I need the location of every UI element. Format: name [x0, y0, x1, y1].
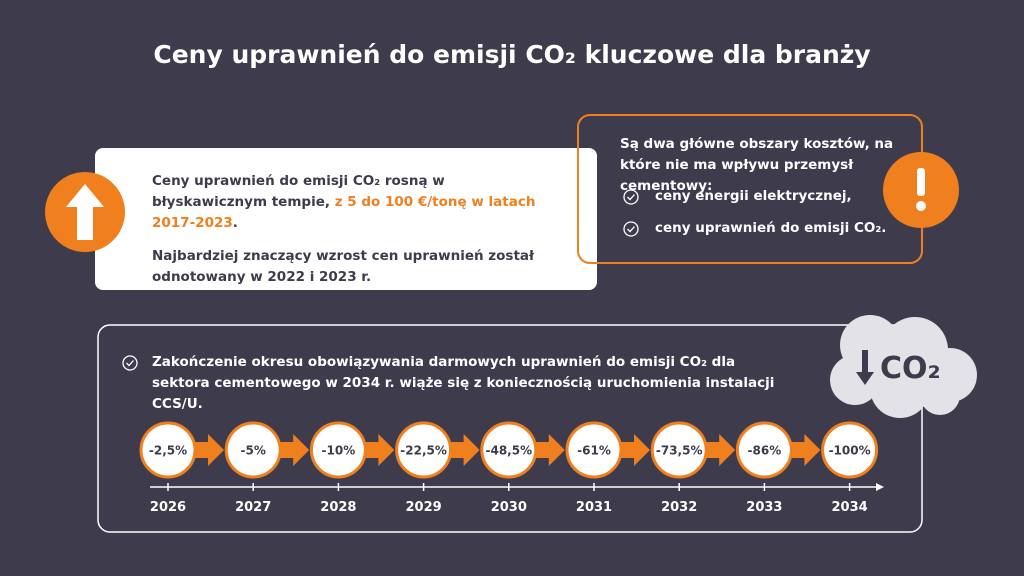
- year-label: 2031: [576, 500, 612, 515]
- text: Ceny uprawnień do emisji CO₂ rosną w bły…: [152, 173, 445, 210]
- check-mark: [627, 194, 635, 201]
- alert-icon-dot: [916, 201, 926, 211]
- step-arrow: [699, 434, 736, 466]
- year-label: 2026: [150, 500, 186, 515]
- step-label: -48,5%: [485, 444, 532, 458]
- cloud-label: CO₂: [880, 351, 941, 386]
- list-item: ceny uprawnień do emisji CO₂.: [655, 220, 887, 236]
- check-icon: [122, 355, 138, 371]
- year-label: 2032: [661, 500, 697, 515]
- step-circle: [650, 421, 708, 479]
- step-label: -22,5%: [400, 444, 447, 458]
- step-circle: [735, 421, 793, 479]
- timeline: -2,5% 2026 -5% 2027 -10% 2028 -22,5% 2029 -48,5%…: [139, 421, 879, 515]
- step-arrow: [614, 434, 650, 466]
- year-label: 2030: [491, 500, 527, 515]
- paragraph: Najbardziej znaczący wzrost cen uprawnie…: [152, 248, 535, 285]
- step-circle: [224, 421, 282, 479]
- step-label: -86%: [748, 444, 782, 458]
- year-label: 2029: [406, 500, 442, 515]
- title: Ceny uprawnień do emisji CO₂ kluczowe dl…: [153, 40, 871, 69]
- step-arrow: [358, 434, 395, 466]
- left-text: Ceny uprawnień do emisji CO₂ rosną w bły…: [152, 171, 562, 288]
- step-label: -2,5%: [149, 444, 187, 458]
- cloud: [830, 315, 977, 418]
- check-mark: [627, 226, 635, 233]
- check-mark: [126, 360, 134, 367]
- bottom-box: [97, 324, 923, 533]
- note: Zakończenie okresu obowiązywania darmowy…: [152, 354, 775, 412]
- step-label: -5%: [241, 444, 266, 458]
- step-circle: [480, 421, 538, 479]
- check-icon: [623, 189, 639, 205]
- step-circle: [139, 421, 197, 479]
- step-circle: [565, 421, 623, 479]
- year-label: 2027: [235, 500, 271, 515]
- paragraph: Ceny uprawnień do emisji CO₂ rosną w bły…: [152, 171, 562, 234]
- check-icon: [623, 221, 639, 237]
- year-label: 2033: [746, 500, 782, 515]
- down-arrow-icon: [856, 372, 874, 385]
- step-arrow: [784, 434, 821, 466]
- step-arrow: [443, 434, 480, 466]
- step-arrow: [273, 434, 310, 466]
- year-label: 2034: [832, 500, 868, 515]
- up-arrow-icon: [66, 184, 104, 240]
- intro: Są dwa główne obszary kosztów, na które …: [620, 136, 894, 194]
- highlight: z 5 do 100 €/tonę w latach 2017-2023: [152, 194, 536, 231]
- down-arrow-icon: [862, 350, 868, 374]
- step-circle: [395, 421, 453, 479]
- left-box: [95, 148, 597, 290]
- step-circle: [821, 421, 879, 479]
- step-label: -10%: [322, 444, 356, 458]
- step-label: -73,5%: [656, 444, 703, 458]
- step-circle: [309, 421, 367, 479]
- list-item: ceny energii elektrycznej,: [655, 188, 852, 204]
- step-arrow: [528, 434, 565, 466]
- year-label: 2028: [320, 500, 356, 515]
- step-arrow: [188, 434, 224, 466]
- alert-icon: [917, 168, 925, 196]
- right-text: Są dwa główne obszary kosztów, na które …: [620, 134, 910, 197]
- step-label: -100%: [829, 444, 871, 458]
- step-label: -61%: [577, 444, 611, 458]
- text: .: [232, 215, 238, 231]
- timeline-arrowhead: [876, 483, 884, 491]
